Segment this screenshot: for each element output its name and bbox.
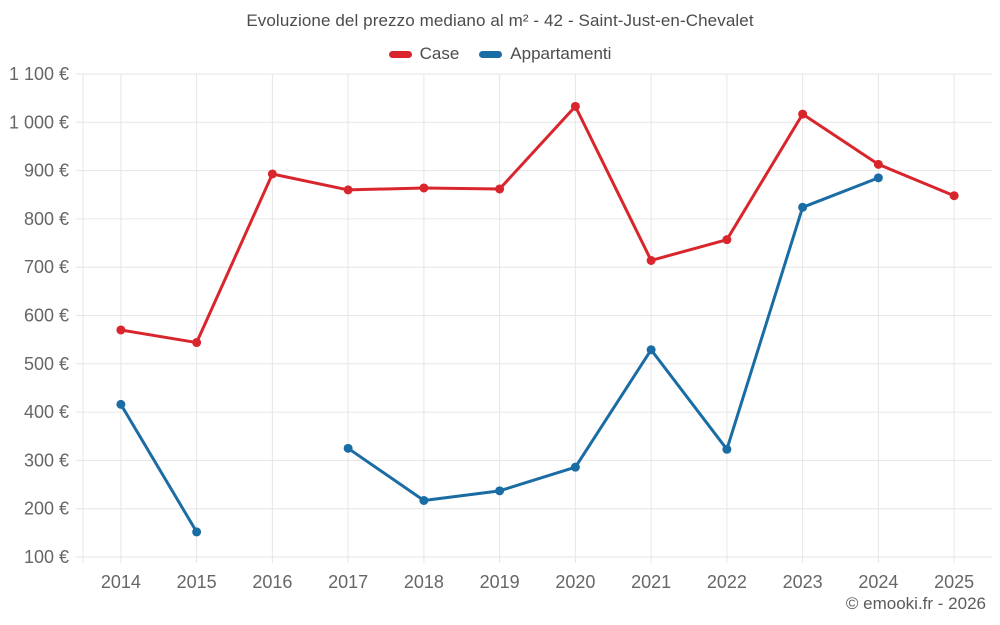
x-axis-tick-label: 2017 [328, 572, 368, 592]
case-data-point[interactable] [267, 169, 277, 179]
case-data-point[interactable] [873, 159, 883, 169]
y-axis-tick-label: 900 € [24, 161, 69, 181]
x-axis-tick-label: 2024 [858, 572, 898, 592]
case-data-point[interactable] [570, 101, 580, 111]
case-data-point[interactable] [798, 109, 808, 119]
y-axis-tick-label: 300 € [24, 450, 69, 470]
appartamenti-series-line [346, 176, 880, 502]
y-axis-tick-label: 200 € [24, 499, 69, 519]
x-axis-tick-label: 2021 [631, 572, 671, 592]
x-axis-tick-label: 2025 [934, 572, 974, 592]
y-axis-tick-label: 600 € [24, 306, 69, 326]
appartamenti-data-point[interactable] [798, 202, 808, 212]
case-data-point[interactable] [192, 338, 202, 348]
legend-item-appartamenti[interactable]: Appartamenti [479, 44, 611, 64]
appartamenti-data-point[interactable] [646, 345, 656, 355]
case-data-point[interactable] [116, 325, 126, 335]
copyright-credit: © emooki.fr - 2026 [845, 594, 986, 613]
appartamenti-data-point[interactable] [343, 443, 353, 453]
x-axis-tick-label: 2015 [177, 572, 217, 592]
appartamenti-data-point[interactable] [192, 527, 202, 537]
appartamenti-data-point[interactable] [495, 486, 505, 496]
case-data-point[interactable] [949, 191, 959, 201]
appartamenti-series-line [119, 402, 199, 534]
case-data-point[interactable] [343, 185, 353, 195]
chart-legend: Case Appartamenti [0, 44, 1000, 64]
x-axis-tick-label: 2022 [707, 572, 747, 592]
case-data-point[interactable] [646, 255, 656, 265]
appartamenti-legend-swatch-icon [479, 50, 503, 58]
legend-item-case[interactable]: Case [388, 44, 460, 64]
case-legend-swatch-icon [388, 50, 412, 58]
appartamenti-legend-label: Appartamenti [510, 44, 612, 63]
x-axis-tick-label: 2014 [101, 572, 141, 592]
case-legend-label: Case [419, 44, 460, 63]
x-axis-tick-label: 2018 [404, 572, 444, 592]
appartamenti-data-point[interactable] [722, 444, 732, 454]
y-axis-tick-label: 800 € [24, 209, 69, 229]
y-axis-tick-label: 400 € [24, 402, 69, 422]
appartamenti-data-point[interactable] [873, 173, 883, 183]
appartamenti-data-point[interactable] [419, 495, 429, 505]
case-series-line [119, 104, 956, 345]
y-axis-tick-label: 500 € [24, 354, 69, 374]
x-axis-tick-label: 2019 [480, 572, 520, 592]
case-data-point[interactable] [495, 184, 505, 194]
x-axis-tick-label: 2020 [555, 572, 595, 592]
case-data-point[interactable] [419, 183, 429, 193]
y-axis-tick-label: 700 € [24, 257, 69, 277]
case-data-point[interactable] [722, 235, 732, 245]
appartamenti-data-point[interactable] [116, 399, 126, 409]
appartamenti-data-point[interactable] [570, 462, 580, 472]
x-axis-tick-label: 2016 [252, 572, 292, 592]
y-axis-tick-label: 100 € [24, 547, 69, 567]
x-axis-tick-label: 2023 [783, 572, 823, 592]
chart-title: Evoluzione del prezzo mediano al m² - 42… [246, 11, 754, 30]
y-axis-tick-label: 1 000 € [9, 112, 69, 132]
y-axis-tick-label: 1 100 € [9, 64, 69, 84]
